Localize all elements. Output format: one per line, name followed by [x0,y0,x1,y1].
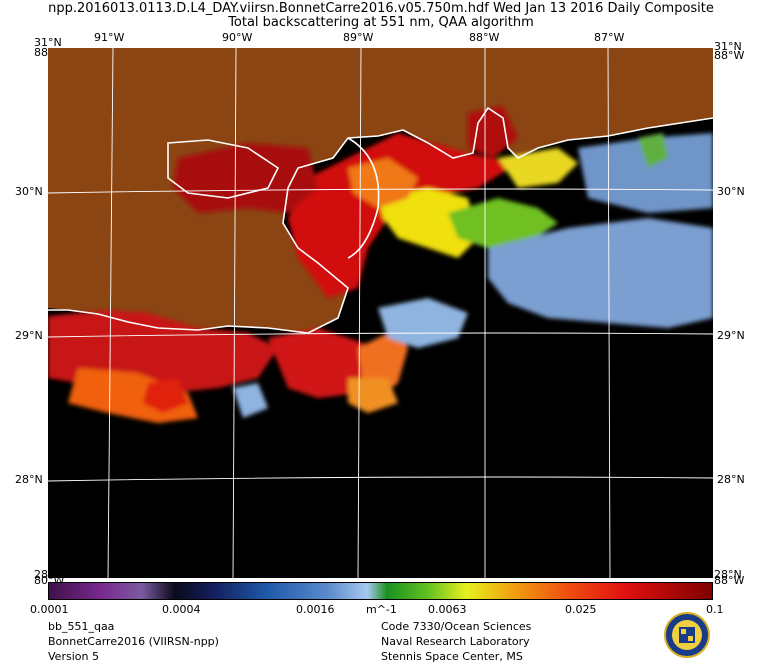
corner-lon-bottom-right: 88°W [714,574,745,587]
patch-red-sw [143,378,188,413]
patch-blue-east [488,218,713,328]
patch-green-east [638,133,668,168]
corner-lon-top-right: 88°W [714,49,745,62]
footer-org-code: Code 7330/Ocean Sciences [381,620,532,633]
lat-label-28n-right: 28°N [717,473,745,486]
patch-blue-northeast [578,133,713,213]
patch-orange-mid [348,158,418,208]
footer-org-location: Stennis Space Center, MS [381,650,523,663]
footer-org-name: Naval Research Laboratory [381,635,530,648]
colorbar-unit: m^-1 [366,603,397,616]
lon-label-91w: 91°W [94,31,125,44]
lon-label-90w: 90°W [222,31,253,44]
colorbar [48,582,713,600]
corner-lat-top-right: 31°N [714,40,742,53]
lon-label-88w: 88°W [469,31,500,44]
colorbar-tick-3: 0.0063 [428,603,467,616]
map-subtitle: Total backscattering at 551 nm, QAA algo… [228,15,534,30]
patch-blue-small [233,383,268,418]
map-title: npp.2016013.0113.D.L4_DAY.viirsn.BonnetC… [48,1,714,16]
patch-red-coastal [288,133,518,298]
colorbar-tick-4: 0.025 [565,603,597,616]
footer-version: Version 5 [48,650,99,663]
lat-label-29n-left: 29°N [15,329,43,342]
colorbar-gradient [49,583,712,599]
land-area [48,48,713,333]
lon-label-89w: 89°W [343,31,374,44]
lat-label-30n-left: 30°N [15,185,43,198]
lat-label-30n-right: 30°N [717,185,745,198]
lon-label-87w: 87°W [594,31,625,44]
footer-product: bb_551_qaa [48,620,115,633]
colorbar-tick-1: 0.0004 [162,603,201,616]
lat-label-29n-right: 29°N [717,329,745,342]
corner-lat-top-left: 31°N [34,36,62,49]
corner-lat-bottom-right: 28°N [714,568,742,581]
coastline [48,106,713,334]
patch-yellow-east [498,148,578,188]
map-canvas [48,48,713,578]
graticule-lines [48,48,713,578]
patch-orange-south [348,378,398,413]
map-svg [48,48,713,578]
colorbar-tick-2: 0.0016 [296,603,335,616]
nrl-seal-icon [664,612,710,658]
patch-yellow-mid [378,188,478,258]
colorbar-tick-5: 0.1 [706,603,724,616]
lat-label-28n-left: 28°N [15,473,43,486]
footer-region: BonnetCarre2016 (VIIRSN-npp) [48,635,219,648]
patch-blue-south [378,298,468,348]
colorbar-tick-0: 0.0001 [30,603,69,616]
patch-green-mid [448,198,558,248]
